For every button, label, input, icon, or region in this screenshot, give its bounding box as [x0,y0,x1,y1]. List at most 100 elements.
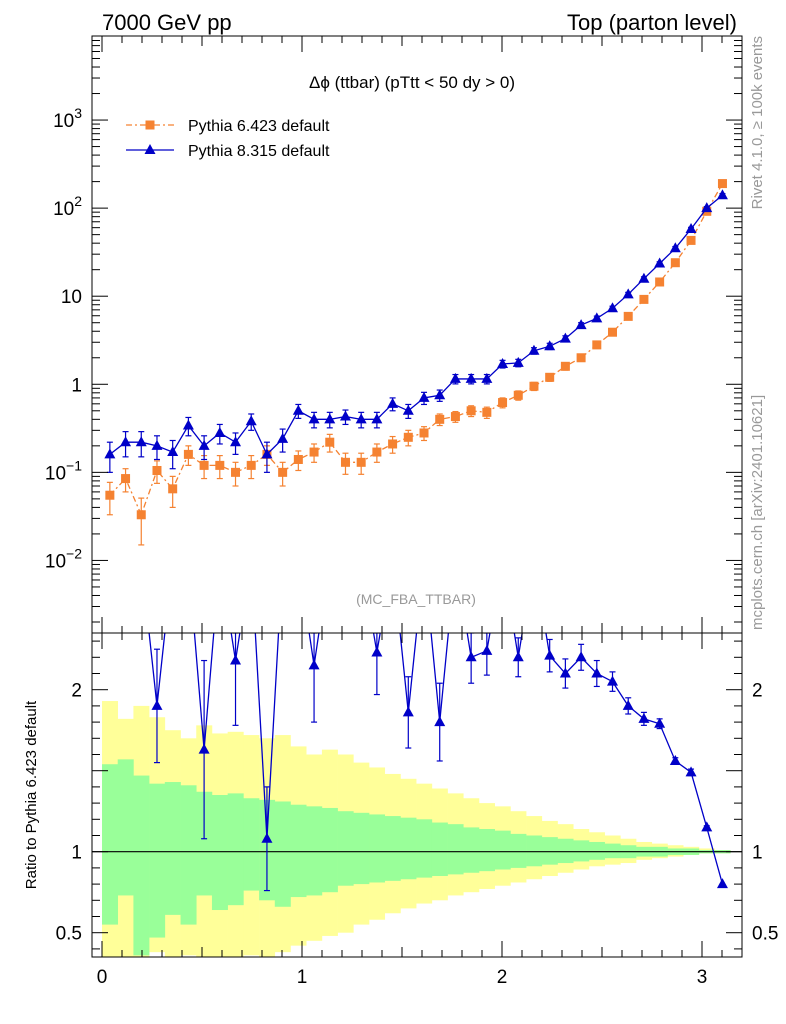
pythia8-series-point [481,372,493,383]
pythia6-series-point [482,407,492,417]
band-inner-bin [588,841,605,860]
pythia8-series-point [387,397,399,408]
band-inner-bin [369,814,386,883]
band-inner-bin [431,822,448,876]
x-tick-label: 0 [97,967,108,988]
pythia8-series-point [575,319,587,330]
pythia6-series-line [109,183,724,517]
pythia8-series-point [339,410,351,421]
x-tick-label: 2 [497,967,508,988]
main-title: Δϕ (ttbar) (pTtt < 50 dy > 0) [309,73,515,92]
pythia6-series-point [466,406,476,416]
pythia6-series-point [576,353,586,363]
ratio-point [638,712,650,723]
ratio-panel: 0 1 2 3 0.5 0.5 1 1 2 2 Ratio to Pythia 6.423 def… [23,632,778,988]
band-inner-bin [149,783,166,938]
pythia6-series-point [372,447,382,457]
ratio-ylabel: Ratio to Pythia 6.423 default [23,700,40,889]
band-inner-bin [102,764,119,925]
pythia6-series-point [340,457,350,467]
pythia6-series-point [717,179,727,189]
pythia8-series-point [607,302,618,313]
band-inner-bin [337,811,354,886]
pythia8-series-point [701,202,713,213]
legend-label-p6: Pythia 6.423 default [188,118,330,135]
mcplots-label: mcplots.cern.ch [arXiv:2401.10621] [749,395,766,630]
band-inner-bin [463,827,480,873]
y-tick-label: 1 [71,843,82,864]
band-inner-bin [573,840,590,862]
pythia8-series-point [434,389,446,400]
pythia6-series-point [199,460,209,470]
y-tick-label: 103 [53,105,82,132]
pythia8-series-point [669,242,681,253]
main-panel: 10−2 10−1 1 10 102 103 Δϕ (ttbar) (pTtt < 50 … [45,35,743,634]
ratio-series [148,633,728,892]
band-inner-bin [180,785,197,925]
pythia6-series-point [121,474,131,484]
pythia8-series-point [230,436,242,447]
legend-marker-p8 [144,144,156,154]
band-inner-bin [447,824,464,875]
pythia6-series-point [105,490,115,500]
pythia6-series-point [136,510,146,520]
pythia6-series-point [325,437,335,447]
pythia8-series-point [198,439,210,450]
pythia6-series-point [246,460,256,470]
band-inner-bin [211,795,228,911]
legend-marker-p6 [145,120,155,130]
pythia8-series-point [449,372,461,383]
band-inner-bin [321,807,338,893]
pythia6-series-point [623,311,633,321]
ratio-point [622,699,634,710]
pythia6-series-point [388,439,398,449]
pythia8-series-point [292,404,304,415]
ratio-point [402,706,414,717]
x-tick-label: 3 [697,967,708,988]
ratio-point [591,667,603,678]
pythia6-series-point [183,449,193,459]
pythia8-series-point [151,439,163,450]
pythia6-series-point [655,277,665,287]
band-inner-bin [510,833,527,868]
pythia8-series-point [716,189,728,200]
pythia6-series-point [356,457,366,467]
ratio-point [434,716,446,727]
pythia8-series-point [167,446,179,457]
pythia6-series-point [592,340,602,350]
band-inner-bin [196,791,213,896]
legend-label-p8: Pythia 8.315 default [188,143,330,160]
band-inner-bin [306,806,323,896]
pythia8-series-point [512,356,524,367]
pythia6-series-point [152,465,162,475]
pythia8-series [104,189,728,473]
band-inner-bin [416,819,433,878]
band-inner-bin [526,835,543,867]
ratio-point [669,754,681,765]
pythia6-series-point [686,235,696,245]
pythia6-series-point [670,258,680,268]
pythia6-series-point [231,467,241,477]
ratio-point [559,667,571,678]
pythia8-series-point [497,357,509,368]
band-inner-bin [274,801,291,907]
ratio-point [654,717,666,728]
rivet-label: Rivet 4.1.0, ≥ 100k events [749,36,766,209]
y-tick-label-right: 0.5 [752,924,778,945]
pythia8-series-point [308,413,320,424]
pythia8-series-point [544,340,556,351]
pythia8-series-point [135,436,147,447]
y-tick-label: 0.5 [56,924,82,945]
ratio-point [371,646,383,657]
y-tick-label-right: 1 [752,843,763,864]
pythia8-series-point [418,391,430,402]
ratio-point [151,699,163,710]
pythia6-series-point [450,412,460,422]
y-tick-label: 10−2 [45,545,82,572]
pythia6-series-point [560,361,570,371]
ratio-point [575,651,587,662]
legend: Pythia 6.423 default Pythia 8.315 defaul… [126,118,330,160]
pythia6-series-point [435,414,445,424]
pythia8-series-point [277,432,289,443]
band-inner-bin [541,837,558,865]
